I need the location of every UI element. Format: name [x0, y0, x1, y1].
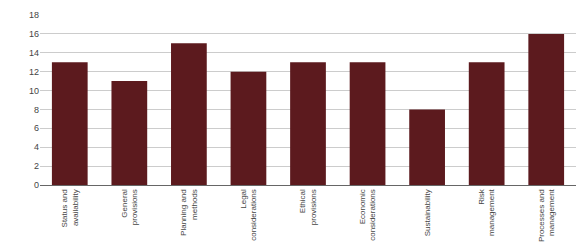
svg-text:Riskmanagement: Riskmanagement	[477, 188, 496, 236]
svg-text:Sustainability: Sustainability	[423, 189, 432, 236]
svg-text:0: 0	[34, 180, 39, 190]
svg-text:12: 12	[29, 67, 39, 77]
svg-text:14: 14	[29, 48, 39, 58]
svg-text:6: 6	[34, 123, 39, 133]
svg-text:Ethicalprovisions: Ethicalprovisions	[298, 189, 317, 225]
svg-text:2: 2	[34, 161, 39, 171]
svg-text:Processes andmanagement: Processes andmanagement	[537, 188, 556, 242]
svg-text:Generalprovisions: Generalprovisions	[120, 189, 139, 225]
svg-text:10: 10	[29, 86, 39, 96]
svg-text:16: 16	[29, 29, 39, 39]
svg-text:Status andavailability: Status andavailability	[60, 189, 79, 227]
svg-text:Economicconsiderations: Economicconsiderations	[358, 189, 377, 241]
svg-text:18: 18	[29, 10, 39, 20]
svg-text:Legalconsiderations: Legalconsiderations	[239, 189, 258, 241]
svg-text:8: 8	[34, 105, 39, 115]
svg-text:Planning andmethods: Planning andmethods	[179, 189, 198, 236]
svg-text:4: 4	[34, 142, 39, 152]
